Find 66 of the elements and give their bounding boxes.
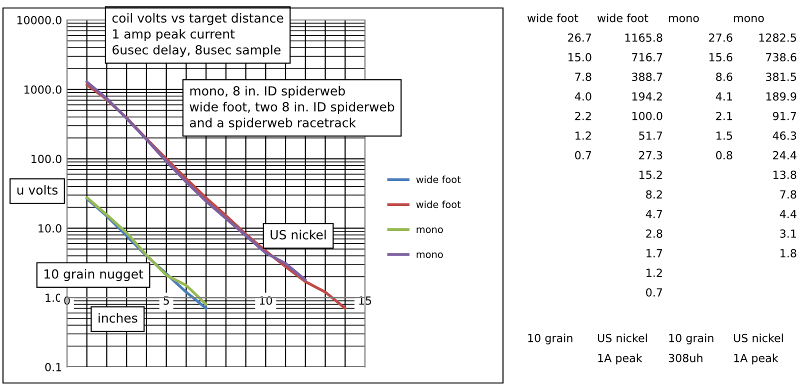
text: 1282.5 [759, 33, 796, 42]
text: mono [669, 16, 699, 22]
text: 388.7 [632, 72, 662, 82]
text: 4.0 [574, 92, 592, 101]
text: 100.0 [632, 112, 662, 120]
text: 51.7 [639, 132, 662, 140]
y-tick-label: 100.0 [32, 154, 62, 164]
annotation: US nickel [270, 230, 326, 240]
y-tick-label: 10000.0 [17, 16, 62, 24]
x-axis-title: inches [98, 313, 138, 323]
y-tick-label: 1000.0 [24, 85, 62, 94]
text: 1.2 [646, 268, 662, 277]
annotation: 10 grain nugget [44, 268, 144, 282]
y-axis-title: u volts [17, 185, 58, 195]
text: mono [734, 16, 764, 22]
y-tick-label: 0.1 [45, 362, 62, 372]
text: 1165.8 [625, 33, 662, 42]
legend-label: mono [416, 252, 443, 258]
text: 91.7 [772, 112, 796, 120]
text: 46.3 [772, 131, 796, 140]
text: 4.4 [780, 210, 796, 218]
text: 4.1 [716, 92, 732, 100]
text: 738.6 [766, 53, 796, 62]
legend-label: wide foot [416, 176, 461, 184]
text: 716.7 [632, 53, 662, 62]
text: 1A peak [598, 354, 642, 364]
text: 10 grain [669, 334, 714, 344]
text: 4.7 [646, 210, 662, 218]
text: 15.0 [568, 53, 592, 62]
text: 0.7 [646, 288, 662, 297]
text: 1A peak [734, 354, 778, 364]
text: 27.6 [709, 33, 732, 42]
text: 15.2 [639, 170, 662, 180]
text: 27.3 [639, 151, 662, 160]
text: 1.2 [576, 131, 591, 140]
text: 2.1 [716, 112, 732, 120]
text: 8.6 [716, 72, 732, 82]
text: 15.6 [709, 53, 732, 62]
text: 1.5 [716, 132, 732, 140]
text: wide foot [527, 14, 578, 22]
text: 10 grain [528, 334, 572, 344]
text: 0.7 [575, 151, 592, 160]
text: 0.8 [716, 151, 732, 160]
text: 7.8 [575, 72, 592, 82]
text: 381.5 [766, 72, 796, 82]
text: 308uh [668, 354, 702, 362]
text: 189.9 [766, 92, 796, 101]
y-tick-label: 10.0 [38, 224, 62, 233]
text: US nickel [598, 334, 647, 342]
text: 8.2 [646, 190, 662, 199]
text: 26.7 [568, 33, 592, 42]
text: 1.8 [780, 249, 796, 258]
legend-label: mono [416, 228, 443, 234]
annotation: mono, 8 in. ID spiderweb wide foot, two 8 in. ID spiderweb and a spiderweb racetrack [190, 86, 394, 130]
text: 3.1 [780, 229, 796, 238]
text: 7.8 [780, 190, 796, 199]
text: wide foot [597, 14, 648, 22]
text: 1.7 [646, 249, 662, 258]
text: coil volts vs target distance 1 amp peak current 6usec delay, 8usec sample [112, 13, 284, 57]
text: US nickel [734, 334, 783, 342]
text: 13.8 [773, 170, 796, 180]
text: 194.2 [632, 92, 662, 101]
legend-label: wide foot [416, 200, 461, 208]
text: 2.2 [575, 112, 591, 120]
text: 2.8 [646, 229, 662, 238]
text: 24.4 [773, 151, 796, 160]
